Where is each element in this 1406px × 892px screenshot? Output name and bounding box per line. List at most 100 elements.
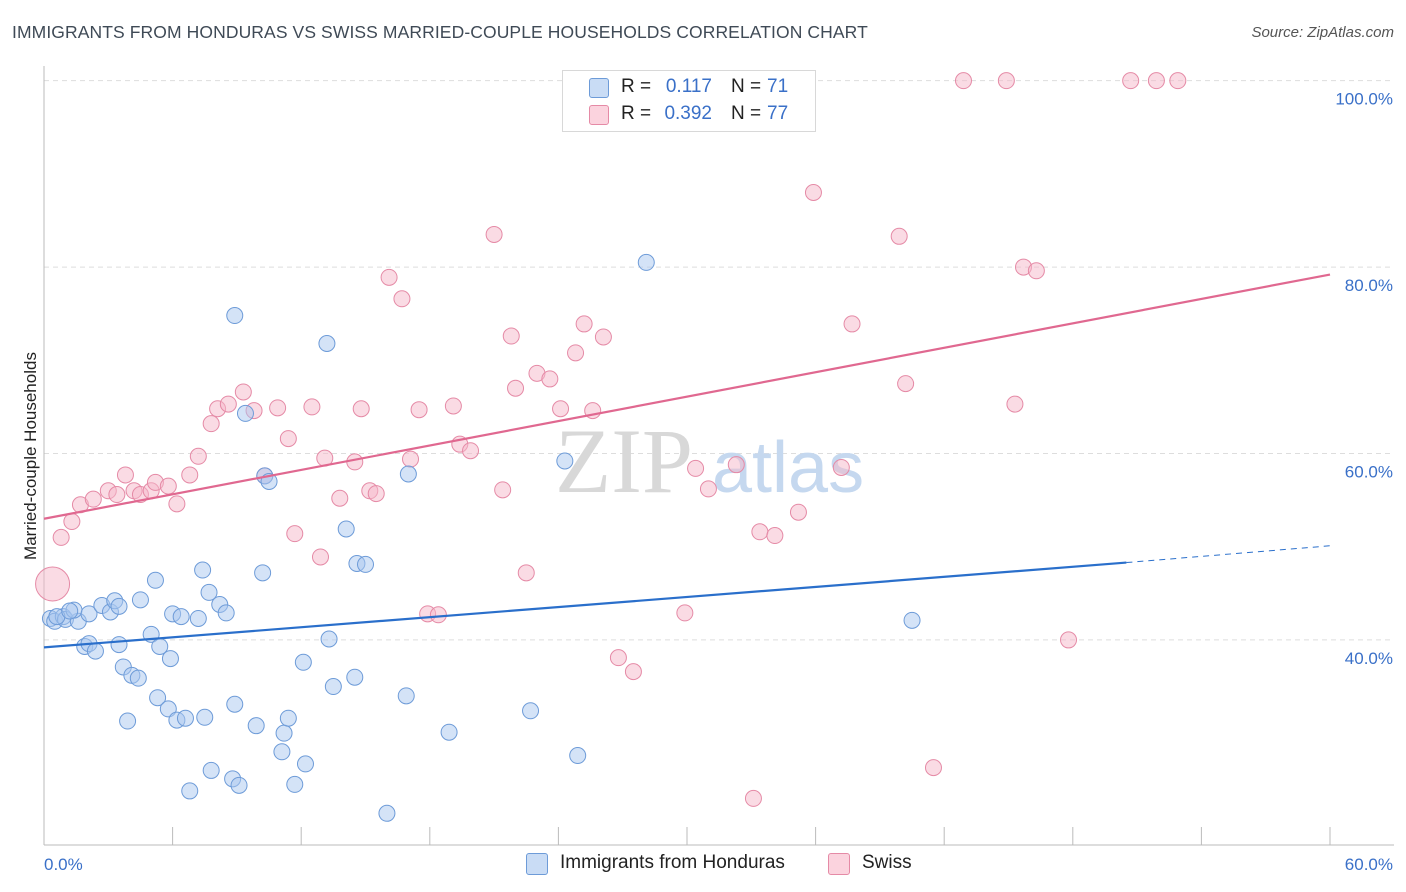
swiss-point [462, 442, 480, 460]
axes [43, 66, 1394, 846]
honduras-point [131, 591, 149, 609]
legend-n-label: N = [731, 103, 762, 124]
watermark-zip: ZIP [555, 410, 693, 512]
legend-swatch-swiss [589, 105, 609, 125]
source-label: Source: ZipAtlas.com [1251, 24, 1394, 41]
swiss-point [84, 490, 102, 508]
honduras-point [196, 708, 214, 726]
swiss-point [687, 459, 705, 477]
swiss-point [1006, 395, 1024, 413]
swiss-point [108, 486, 126, 504]
swiss-point [303, 398, 321, 416]
honduras-point [110, 597, 128, 615]
y-tick-label: 80.0% [1345, 276, 1393, 295]
honduras-point [149, 689, 167, 707]
honduras-point [202, 761, 220, 779]
swiss-point [699, 480, 717, 498]
swiss-point [1169, 72, 1187, 90]
swiss-point [575, 315, 593, 333]
honduras-point [194, 561, 212, 579]
honduras-point [254, 564, 272, 582]
honduras-point [279, 709, 297, 727]
swiss-point [609, 649, 627, 667]
honduras-point [294, 653, 312, 671]
honduras-points [41, 253, 921, 822]
honduras-point [324, 678, 342, 696]
honduras-point [86, 642, 104, 660]
chart-title: IMMIGRANTS FROM HONDURAS VS SWISS MARRIE… [12, 22, 868, 42]
stats-legend: R = 0.117 N = 71 R = 0.392 N = 77 [562, 70, 816, 132]
swiss-point [52, 528, 70, 546]
swiss-point [35, 566, 71, 602]
legend-swatch-honduras [589, 78, 609, 98]
x-tick-label: 60.0% [1345, 855, 1393, 874]
swiss-point [954, 72, 972, 90]
honduras-point [176, 709, 194, 727]
swiss-point [380, 268, 398, 286]
swiss-point [766, 527, 784, 545]
swiss-point [402, 450, 420, 468]
honduras-point [320, 630, 338, 648]
legend-r-label: R = [621, 76, 652, 97]
swiss-point [219, 395, 237, 413]
y-axis-title: Married-couple Households [21, 352, 40, 560]
swiss-point [1147, 72, 1165, 90]
swiss-point [367, 485, 385, 503]
honduras-point [378, 804, 396, 822]
swiss-point [286, 525, 304, 543]
swiss-point [541, 370, 559, 388]
honduras-point [286, 775, 304, 793]
swiss-point [924, 759, 942, 777]
swiss-point [676, 604, 694, 622]
swiss-point [279, 430, 297, 448]
swiss-trend-line [43, 273, 1331, 520]
honduras-point [129, 669, 147, 687]
honduras-point [80, 605, 98, 623]
swiss-point [1060, 631, 1078, 649]
swiss-point [804, 184, 822, 201]
swiss-point [1122, 72, 1140, 90]
grid-lines [44, 80, 1394, 641]
honduras-point [440, 723, 458, 741]
swiss-point [507, 379, 525, 397]
honduras-point [230, 776, 248, 794]
honduras-trend-extension [1126, 545, 1331, 564]
swiss-point [352, 400, 370, 418]
swiss-point [789, 503, 807, 521]
swiss-point [159, 477, 177, 495]
honduras-point [397, 687, 415, 705]
honduras-point [226, 307, 244, 325]
swiss-point [311, 548, 329, 566]
honduras-point [110, 636, 128, 654]
swiss-point [843, 315, 861, 333]
x-tick-label: 0.0% [44, 855, 83, 874]
swiss-point [567, 344, 585, 362]
legend-swatch-swiss [828, 853, 850, 875]
honduras-point [318, 335, 336, 353]
y-tick-label: 60.0% [1345, 463, 1393, 482]
swiss-point [997, 72, 1015, 90]
swiss-point [897, 375, 915, 393]
swiss-point [168, 495, 186, 513]
swiss-point [832, 458, 850, 476]
swiss-point [63, 513, 81, 531]
legend-n-value: 71 [767, 76, 789, 97]
honduras-point [247, 717, 265, 735]
swiss-point [502, 327, 520, 345]
legend-n-value: 77 [767, 103, 789, 124]
swiss-point [485, 225, 503, 243]
honduras-point [357, 555, 374, 573]
swiss-point [189, 447, 207, 465]
honduras-point [146, 571, 164, 589]
swiss-point [727, 456, 745, 474]
swiss-point [517, 564, 535, 582]
y-tick-label: 40.0% [1345, 649, 1393, 668]
honduras-point [522, 702, 540, 720]
swiss-point [393, 290, 411, 308]
swiss-point [331, 489, 349, 507]
honduras-point [161, 650, 179, 668]
honduras-point [159, 700, 177, 718]
legend-swatch-honduras [526, 853, 548, 875]
honduras-point [399, 465, 417, 483]
swiss-point [494, 481, 512, 499]
